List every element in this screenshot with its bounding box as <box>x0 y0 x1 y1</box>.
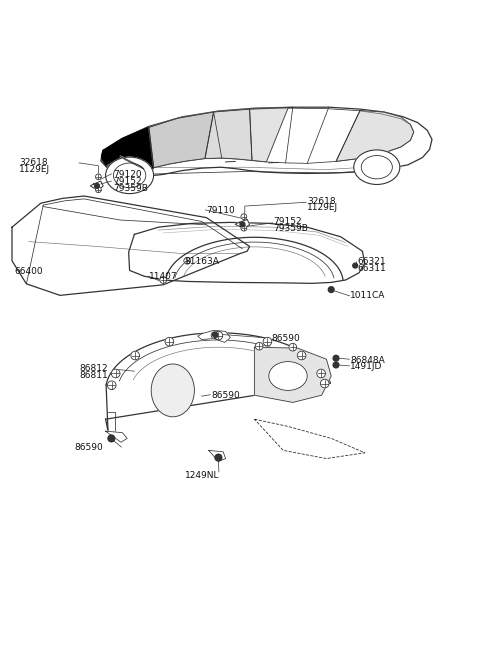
Polygon shape <box>120 156 144 169</box>
Polygon shape <box>90 181 103 190</box>
Text: 79120: 79120 <box>113 170 142 179</box>
Ellipse shape <box>269 361 307 390</box>
Circle shape <box>108 436 114 441</box>
Ellipse shape <box>151 364 194 417</box>
Text: 1129EJ: 1129EJ <box>19 165 50 174</box>
Ellipse shape <box>113 163 146 188</box>
Circle shape <box>317 369 325 378</box>
Circle shape <box>216 455 221 461</box>
Circle shape <box>263 337 272 346</box>
Polygon shape <box>101 107 432 177</box>
Circle shape <box>131 351 140 360</box>
Circle shape <box>214 331 223 340</box>
Text: 86590: 86590 <box>271 334 300 342</box>
Text: 1491JD: 1491JD <box>350 362 383 371</box>
Circle shape <box>96 174 101 180</box>
Ellipse shape <box>361 155 392 179</box>
Circle shape <box>211 332 218 338</box>
Text: 79152: 79152 <box>113 177 142 186</box>
Text: 79359B: 79359B <box>274 224 309 233</box>
Circle shape <box>320 379 329 388</box>
Circle shape <box>328 287 334 293</box>
Polygon shape <box>209 451 226 461</box>
Text: 86590: 86590 <box>74 443 103 451</box>
Circle shape <box>111 369 120 378</box>
Polygon shape <box>205 109 252 161</box>
Text: 11407: 11407 <box>149 272 178 281</box>
Text: 1129EJ: 1129EJ <box>307 203 338 213</box>
Circle shape <box>297 351 306 360</box>
Polygon shape <box>235 220 250 229</box>
Circle shape <box>353 263 358 268</box>
Text: 79359B: 79359B <box>113 184 148 193</box>
Circle shape <box>240 222 245 227</box>
Polygon shape <box>250 107 293 162</box>
Polygon shape <box>129 222 365 283</box>
Circle shape <box>333 356 339 361</box>
Text: 86812: 86812 <box>79 364 108 373</box>
Circle shape <box>160 277 167 283</box>
Polygon shape <box>106 431 127 442</box>
Circle shape <box>241 214 247 220</box>
Circle shape <box>165 337 174 346</box>
Circle shape <box>333 362 339 368</box>
Circle shape <box>289 343 297 351</box>
Text: 66321: 66321 <box>358 257 386 266</box>
Text: 79110: 79110 <box>206 206 235 215</box>
Circle shape <box>213 333 217 337</box>
Polygon shape <box>102 127 154 179</box>
Text: 66311: 66311 <box>358 264 386 273</box>
Polygon shape <box>107 157 149 179</box>
Circle shape <box>95 184 99 188</box>
Circle shape <box>108 381 116 390</box>
Ellipse shape <box>106 157 154 194</box>
Polygon shape <box>106 333 330 431</box>
Text: 86811: 86811 <box>79 371 108 380</box>
Polygon shape <box>254 419 365 459</box>
Text: 81163A: 81163A <box>185 257 220 266</box>
Circle shape <box>108 435 115 441</box>
Text: 1249NL: 1249NL <box>185 472 219 480</box>
Polygon shape <box>149 112 214 168</box>
Text: 32618: 32618 <box>307 197 336 206</box>
Ellipse shape <box>354 150 400 184</box>
Text: 66400: 66400 <box>14 267 43 276</box>
Circle shape <box>241 225 247 231</box>
Circle shape <box>96 187 101 193</box>
Polygon shape <box>12 196 250 295</box>
Text: 1011CA: 1011CA <box>350 291 386 300</box>
Circle shape <box>215 454 222 461</box>
Polygon shape <box>254 347 331 402</box>
Polygon shape <box>198 331 230 342</box>
Circle shape <box>255 342 263 350</box>
Text: 86848A: 86848A <box>350 356 385 365</box>
Text: 79152: 79152 <box>274 217 302 226</box>
Text: 86590: 86590 <box>211 391 240 400</box>
Text: 32618: 32618 <box>19 158 48 167</box>
Circle shape <box>184 257 191 264</box>
Polygon shape <box>336 111 414 161</box>
